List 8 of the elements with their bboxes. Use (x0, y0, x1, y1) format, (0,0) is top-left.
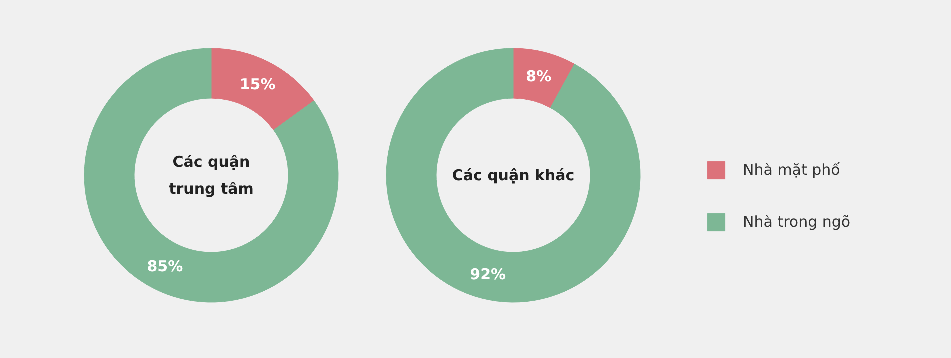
data-label: 92% (470, 265, 506, 284)
legend-label: Nhà mặt phố (743, 161, 840, 179)
text: Các quận khác (452, 166, 575, 184)
data-label: 8% (526, 68, 552, 86)
data-label: 15% (240, 76, 276, 94)
legend-label: Nhà trong ngõ (743, 213, 851, 231)
data-label: 85% (147, 257, 184, 276)
text: Các quận trung tâm (169, 153, 254, 198)
